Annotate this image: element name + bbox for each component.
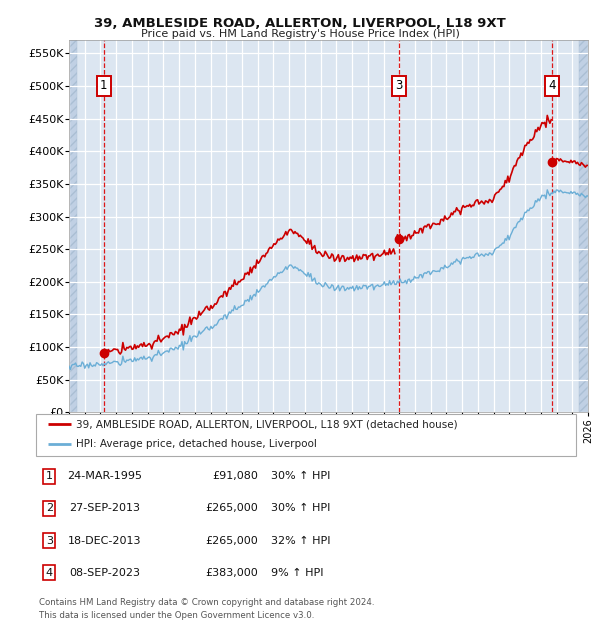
Text: £265,000: £265,000	[205, 536, 258, 546]
Text: 24-MAR-1995: 24-MAR-1995	[67, 471, 143, 481]
Text: 32% ↑ HPI: 32% ↑ HPI	[264, 536, 331, 546]
Text: 2: 2	[46, 503, 53, 513]
Text: 08-SEP-2023: 08-SEP-2023	[70, 568, 140, 578]
Text: £383,000: £383,000	[205, 568, 258, 578]
Bar	[579, 40, 588, 412]
Text: 39, AMBLESIDE ROAD, ALLERTON, LIVERPOOL, L18 9XT: 39, AMBLESIDE ROAD, ALLERTON, LIVERPOOL,…	[94, 17, 506, 30]
Text: 27-SEP-2013: 27-SEP-2013	[70, 503, 140, 513]
Text: This data is licensed under the Open Government Licence v3.0.: This data is licensed under the Open Gov…	[39, 611, 314, 620]
Bar	[579, 40, 588, 412]
Text: 18-DEC-2013: 18-DEC-2013	[68, 536, 142, 546]
Text: Contains HM Land Registry data © Crown copyright and database right 2024.: Contains HM Land Registry data © Crown c…	[39, 598, 374, 608]
Text: HPI: Average price, detached house, Liverpool: HPI: Average price, detached house, Live…	[77, 439, 317, 449]
Bar	[69, 40, 77, 412]
Text: 4: 4	[46, 568, 53, 578]
Text: 3: 3	[46, 536, 53, 546]
Text: 30% ↑ HPI: 30% ↑ HPI	[264, 503, 331, 513]
Text: 39, AMBLESIDE ROAD, ALLERTON, LIVERPOOL, L18 9XT (detached house): 39, AMBLESIDE ROAD, ALLERTON, LIVERPOOL,…	[77, 419, 458, 429]
Text: £265,000: £265,000	[205, 503, 258, 513]
Text: 1: 1	[46, 471, 53, 481]
Text: 30% ↑ HPI: 30% ↑ HPI	[264, 471, 331, 481]
Bar	[69, 40, 77, 412]
Text: 1: 1	[100, 79, 107, 92]
Text: Price paid vs. HM Land Registry's House Price Index (HPI): Price paid vs. HM Land Registry's House …	[140, 29, 460, 39]
Text: 4: 4	[548, 79, 556, 92]
Text: 9% ↑ HPI: 9% ↑ HPI	[264, 568, 323, 578]
Text: 3: 3	[395, 79, 403, 92]
Text: £91,080: £91,080	[212, 471, 258, 481]
